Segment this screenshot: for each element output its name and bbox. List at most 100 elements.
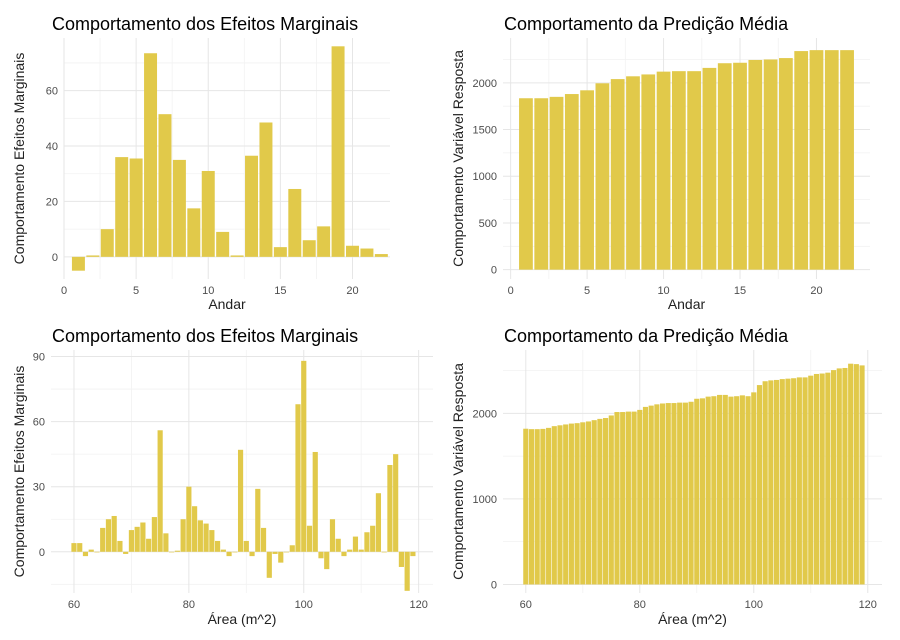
bar xyxy=(410,551,416,557)
y-tick-label: 2000 xyxy=(473,408,497,420)
bar xyxy=(848,363,854,585)
y-tick-label: 90 xyxy=(33,352,45,364)
bar xyxy=(393,454,399,552)
bar xyxy=(260,527,267,552)
bar xyxy=(564,94,579,270)
bar xyxy=(580,90,594,270)
y-tick-label: 40 xyxy=(46,141,58,153)
bar xyxy=(620,412,626,585)
bar xyxy=(94,551,100,553)
bar xyxy=(255,488,261,552)
chart-panel-1: 0 5 10 15 20 0 20 40 60 Comportamento dos Efeitos… xyxy=(11,14,390,312)
bar xyxy=(209,530,215,552)
bar xyxy=(711,396,717,585)
bar xyxy=(318,551,324,559)
x-tick-label: 60 xyxy=(68,599,80,611)
chart-title: Comportamento da Predição Média xyxy=(504,326,789,346)
y-axis-label: Comportamento Efeitos Marginais xyxy=(11,53,27,265)
y-tick-label: 0 xyxy=(39,547,45,559)
x-axis-label: Andar xyxy=(208,296,246,312)
bar xyxy=(374,254,388,257)
bar xyxy=(796,377,802,585)
bar xyxy=(272,551,278,554)
bar xyxy=(794,51,809,270)
bar xyxy=(660,403,666,585)
bar xyxy=(785,378,791,585)
bar xyxy=(768,380,774,585)
bar xyxy=(245,155,259,257)
bar xyxy=(216,231,230,257)
bar xyxy=(144,53,158,257)
bar xyxy=(637,409,643,585)
chart-title: Comportamento da Predição Média xyxy=(504,14,789,34)
bar xyxy=(306,525,313,552)
bar xyxy=(626,76,640,270)
bar xyxy=(273,247,287,257)
bar xyxy=(762,381,768,585)
bar xyxy=(283,551,290,553)
bar xyxy=(528,429,535,585)
bar xyxy=(779,58,793,270)
bar xyxy=(329,519,336,552)
bar xyxy=(699,398,706,585)
bar xyxy=(631,411,637,585)
bar xyxy=(404,551,410,591)
bar xyxy=(688,401,694,585)
bar xyxy=(682,402,688,585)
bar xyxy=(519,98,533,270)
bar xyxy=(186,486,192,552)
bar xyxy=(105,519,112,552)
bar xyxy=(346,245,359,257)
bar xyxy=(585,421,592,585)
y-tick-label: 500 xyxy=(479,218,497,230)
bar xyxy=(174,550,180,552)
x-tick-label: 120 xyxy=(859,599,877,611)
bar xyxy=(825,372,831,585)
bar xyxy=(722,394,728,585)
bar xyxy=(656,71,671,270)
bar xyxy=(534,429,540,585)
bar xyxy=(237,449,244,552)
bar xyxy=(836,368,842,585)
bar xyxy=(335,538,341,552)
bar xyxy=(71,256,85,271)
bar xyxy=(549,96,564,270)
bar xyxy=(128,530,135,552)
y-axis-label: Comportamento Efeitos Marginais xyxy=(11,366,27,578)
bar xyxy=(568,423,574,585)
bar xyxy=(151,517,157,552)
bar xyxy=(654,404,660,585)
bar xyxy=(288,188,302,257)
bar xyxy=(134,526,140,552)
bar xyxy=(751,392,757,585)
bar xyxy=(100,527,106,552)
bar xyxy=(289,545,295,552)
x-axis-label: Andar xyxy=(668,296,706,312)
y-axis-label: Comportamento Variável Resposta xyxy=(450,363,466,580)
bar xyxy=(608,415,614,585)
bar xyxy=(360,248,374,257)
bar xyxy=(813,373,820,585)
bar xyxy=(111,515,117,552)
bar xyxy=(702,67,717,270)
y-tick-label: 30 xyxy=(33,482,45,494)
bar xyxy=(169,551,175,553)
x-tick-label: 10 xyxy=(657,285,669,297)
bar xyxy=(117,540,123,552)
bar xyxy=(295,404,301,552)
bar xyxy=(341,551,347,557)
bar xyxy=(842,367,848,585)
bar xyxy=(278,551,284,563)
bar xyxy=(180,519,186,552)
bar xyxy=(717,394,723,585)
x-tick-label: 0 xyxy=(61,285,67,297)
bar xyxy=(301,360,307,552)
bar xyxy=(665,403,671,585)
bar xyxy=(230,255,244,257)
chart-panel-4: 60 80 100 120 0 1000 2000 Comportamento da Pred… xyxy=(450,326,882,627)
bar xyxy=(745,396,751,585)
bar xyxy=(197,520,203,552)
y-tick-label: 1000 xyxy=(473,494,497,506)
bar xyxy=(642,406,649,585)
bar xyxy=(302,240,316,257)
